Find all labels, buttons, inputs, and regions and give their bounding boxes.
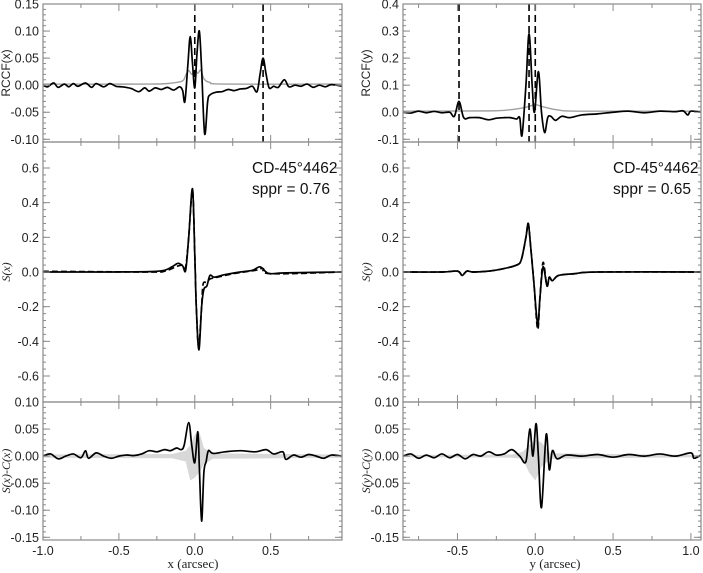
y-tick-label: 0.00 <box>375 450 399 464</box>
x-tick-label: 0.5 <box>262 544 279 558</box>
y-tick-label: 0.00 <box>15 79 39 93</box>
axes-frame <box>42 401 343 541</box>
y-tick-label: 0.05 <box>375 423 399 437</box>
y-tick-label: -0.2 <box>377 300 399 314</box>
y-tick-label: 0.4 <box>382 196 399 210</box>
y-tick-label: 0.2 <box>382 52 399 66</box>
y-tick-label: -0.15 <box>11 531 40 545</box>
axes-frame <box>402 3 702 143</box>
uncertainty-band <box>403 439 701 481</box>
y-tick-label: -0.15 <box>371 531 400 545</box>
y-tick-label: 0.6 <box>22 162 39 176</box>
y-tick-label: 0.05 <box>15 423 39 437</box>
panel-s-y: -0.6 -0.4 -0.2 0.0 0.2 0.4 0.6 S(y) <box>359 141 702 403</box>
y-tick-label: 0.1 <box>382 79 399 93</box>
y-tick-label: -0.1 <box>377 133 399 147</box>
y-tick-label: -0.2 <box>17 300 39 314</box>
y-tick-label: 0.3 <box>382 25 399 39</box>
plot-area-resid-x <box>43 421 342 522</box>
y-tick-label: 0.15 <box>15 0 39 12</box>
panel-rccf-y: -0.1 0.0 0.1 0.2 0.3 0.4 RCCF(y) <box>359 0 702 147</box>
y-tick-label: 0.6 <box>382 162 399 176</box>
series-observed-line <box>43 187 342 351</box>
plot-panels: -0.10-0.050.000.050.100.15RCCF(x)-0.6-0.… <box>0 0 702 558</box>
y-tick-label: -0.4 <box>377 335 399 349</box>
y-tick-label: 0.2 <box>382 231 399 245</box>
y-tick-label: 0.10 <box>375 396 399 410</box>
y-tick-label: -0.10 <box>11 133 40 147</box>
x-axis-title-left: x (arcsec) <box>168 556 219 571</box>
y-tick-label: -0.4 <box>17 335 39 349</box>
x-axis-title-right: y (arcsec) <box>530 556 581 571</box>
axes-frame <box>402 401 702 541</box>
y-tick-label: 0.2 <box>22 231 39 245</box>
x-tick-label: -0.5 <box>447 544 469 558</box>
plot-area-s-y <box>403 222 701 331</box>
y-tick-label: 0.0 <box>22 266 39 280</box>
series-reference-line <box>403 103 701 112</box>
y-tick-label: -0.6 <box>17 370 39 384</box>
y-axis-title: S(y) <box>359 262 373 281</box>
y-tick-label: 0.10 <box>15 396 39 410</box>
x-tick-label: 0.5 <box>604 544 621 558</box>
y-tick-label: 0.0 <box>382 266 399 280</box>
y-tick-label: 0.0 <box>382 106 399 120</box>
y-tick-label: -0.6 <box>377 370 399 384</box>
y-axis-title: RCCF(y) <box>359 49 373 96</box>
y-tick-label: -0.10 <box>11 504 40 518</box>
y-axis-title: S(x)-C(x) <box>0 449 13 494</box>
annotation-star-x: CD-45°4462 <box>252 160 337 177</box>
y-tick-label: 0.4 <box>382 0 399 12</box>
y-axis-title: S(x) <box>0 262 13 281</box>
x-tick-label: 0.0 <box>186 544 203 558</box>
x-tick-label: -0.5 <box>108 544 130 558</box>
y-tick-label: 0.4 <box>22 196 39 210</box>
plot-area-s-x <box>43 187 342 351</box>
y-tick-label: -0.05 <box>11 106 40 120</box>
y-tick-label: -0.05 <box>371 477 400 491</box>
y-tick-label: -0.10 <box>371 504 400 518</box>
y-axis-title: RCCF(x) <box>0 49 13 96</box>
annotation-sppr-x: sppr = 0.76 <box>252 181 330 198</box>
series-rccf-line <box>43 29 342 136</box>
x-tick-label: -1.0 <box>32 544 54 558</box>
x-tick-label: 0.0 <box>527 544 544 558</box>
annotation-star-y: CD-45°4462 <box>613 160 698 177</box>
y-tick-label: -0.05 <box>11 477 40 491</box>
series-observed-line <box>403 222 701 325</box>
series-model-line <box>403 222 701 331</box>
y-tick-label: 0.00 <box>15 450 39 464</box>
panel-resid-y: -0.15 -0.10 -0.05 0.00 0.05 0.10 S(y)-C(y) -0.5… <box>359 396 702 558</box>
series-rccf-line <box>403 32 701 137</box>
panel-resid-x: -0.15 -0.10 -0.05 0.00 0.05 0.10 S(x)-C(x) -1.0… <box>0 396 343 558</box>
panel-rccf-x: -0.10 -0.05 0.00 0.05 0.10 0.15 RCCF(x) <box>0 0 343 147</box>
plot-area-resid-y <box>403 422 701 509</box>
x-tick-label: 1.0 <box>682 544 699 558</box>
plot-area-rccf-x <box>43 4 342 142</box>
series-residual-line <box>43 421 342 522</box>
annotation-sppr-y: sppr = 0.65 <box>613 181 691 198</box>
y-tick-label: 0.05 <box>15 52 39 66</box>
series-residual-line <box>403 422 701 509</box>
y-axis-title: S(y)-C(y) <box>359 449 373 494</box>
plot-area-rccf-y <box>403 4 701 142</box>
series-model-line <box>43 189 342 348</box>
y-tick-label: 0.10 <box>15 25 39 39</box>
